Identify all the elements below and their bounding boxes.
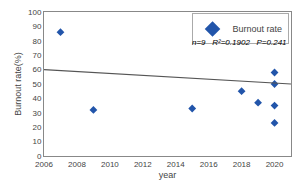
svg-text:0: 0 <box>37 152 42 161</box>
svg-text:2018: 2018 <box>233 160 251 169</box>
svg-text:20: 20 <box>32 123 41 132</box>
svg-text:n=9 R²=0.1902 P=0.241: n=9 R²=0.1902 P=0.241 <box>192 38 287 47</box>
svg-text:Burnout rate: Burnout rate <box>233 24 283 34</box>
svg-text:90: 90 <box>32 22 41 31</box>
svg-text:10: 10 <box>32 137 41 146</box>
svg-text:50: 50 <box>32 80 41 89</box>
svg-text:2016: 2016 <box>200 160 218 169</box>
svg-text:Burnout rate(%): Burnout rate(%) <box>13 52 23 116</box>
svg-text:30: 30 <box>32 109 41 118</box>
svg-text:2020: 2020 <box>266 160 284 169</box>
svg-text:2012: 2012 <box>134 160 152 169</box>
svg-text:2010: 2010 <box>101 160 119 169</box>
svg-text:40: 40 <box>32 94 41 103</box>
svg-text:70: 70 <box>32 51 41 60</box>
svg-text:year: year <box>159 170 177 180</box>
svg-text:2008: 2008 <box>68 160 86 169</box>
svg-text:100: 100 <box>28 8 42 17</box>
svg-text:2006: 2006 <box>35 160 53 169</box>
svg-text:2014: 2014 <box>167 160 185 169</box>
svg-text:60: 60 <box>32 65 41 74</box>
svg-text:80: 80 <box>32 37 41 46</box>
